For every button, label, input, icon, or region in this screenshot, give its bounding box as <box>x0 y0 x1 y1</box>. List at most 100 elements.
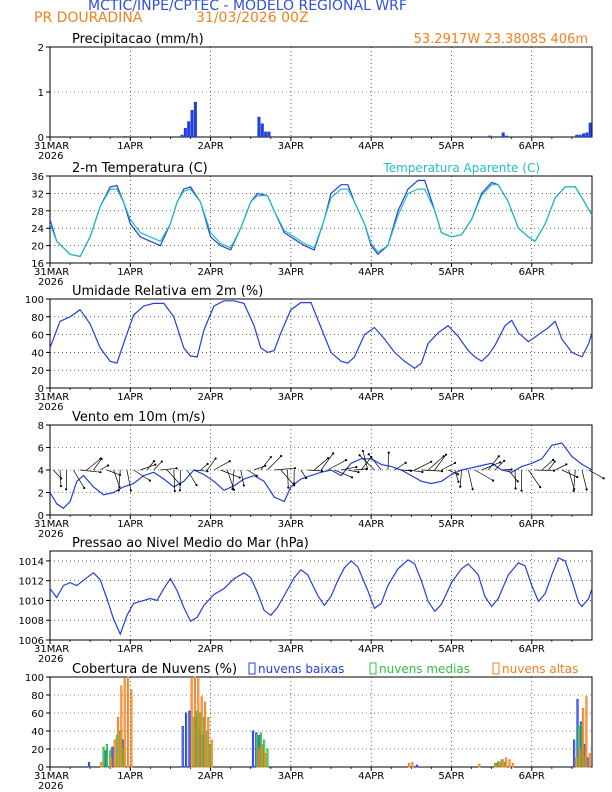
y-tick-label: 16 <box>31 259 44 270</box>
wind-arrow <box>441 462 456 471</box>
wind-arrow-head <box>292 482 296 485</box>
wind-arrow <box>173 469 176 491</box>
wind-arrow <box>213 460 230 471</box>
y-tick-label: 80 <box>31 691 44 702</box>
wind-arrow-head <box>280 454 283 458</box>
wind-arrow <box>354 468 367 471</box>
precip-bar <box>505 135 509 137</box>
wind-arrow <box>193 469 208 472</box>
x-tick-label: 6APR <box>519 392 545 403</box>
y-tick-label: 20 <box>31 745 44 756</box>
y-tick-label: 2 <box>38 43 44 54</box>
precip-bar <box>180 134 184 137</box>
cloud-bar <box>126 676 130 768</box>
cloud-bar <box>184 712 188 768</box>
y-tick-label: 1014 <box>19 557 44 568</box>
y-tick-label: 4 <box>38 466 44 477</box>
wind-arrow-head <box>65 488 68 491</box>
wind-arrow <box>467 469 473 490</box>
cloud-bar <box>100 762 103 768</box>
x-tick-label: 4APR <box>358 267 384 278</box>
wind-arrow <box>541 459 554 471</box>
wind-arrow <box>555 464 567 471</box>
x-tick-label-year: 2026 <box>38 781 63 792</box>
wind-arrow-head <box>160 460 163 463</box>
cloud-bar <box>578 748 581 768</box>
wind-arrow-head <box>100 457 103 460</box>
wind-arrow-head <box>514 487 517 490</box>
y-tick-label: 24 <box>31 224 44 235</box>
wind-arrow <box>359 455 375 471</box>
y-tick-label: 1 <box>38 88 44 99</box>
cloud-bar <box>87 762 91 768</box>
wind-arrow <box>347 469 359 473</box>
wind-arrow-head <box>387 451 390 454</box>
y-tick-label: 32 <box>31 189 44 200</box>
wind-arrow-head <box>344 459 348 462</box>
legend-apparent-temperature: Temperatura Aparente (C) <box>382 161 540 175</box>
wind-arrow <box>459 469 462 487</box>
wind-arrow <box>126 469 132 491</box>
x-tick-label: 2APR <box>197 644 223 655</box>
cloud-bar <box>116 717 120 768</box>
y-tick-label: 40 <box>31 727 44 738</box>
plot-frame <box>49 550 593 641</box>
wind-arrow <box>528 469 541 488</box>
panel-title: Precipitacao (mm/h) <box>72 32 204 47</box>
wind-arrow <box>160 467 177 471</box>
location-label: PR DOURADINA <box>34 10 143 26</box>
y-tick-label: 0 <box>38 133 44 144</box>
panel-title: Vento em 10m (m/s) <box>72 410 205 425</box>
wind-arrow <box>548 461 556 471</box>
x-tick-label: 6APR <box>519 141 545 152</box>
wind-arrow-head <box>552 469 556 472</box>
wind-arrow-head <box>471 488 474 491</box>
cloud-bar <box>585 696 588 768</box>
wind-arrow-head <box>228 460 231 463</box>
wind-arrow-head <box>456 473 460 476</box>
wind-arrow-head <box>585 488 588 491</box>
wind-arrow-head <box>520 489 523 492</box>
precip-bar <box>501 132 505 137</box>
wind-arrow <box>581 469 587 490</box>
cloud-bar <box>113 739 116 768</box>
panel-title: 2-m Temperatura (C) <box>72 161 208 176</box>
wind-arrow <box>394 462 406 471</box>
wind-arrow-head <box>106 464 110 467</box>
wind-arrow-head <box>195 483 198 487</box>
x-tick-label: 31MAR <box>34 771 69 782</box>
wind-arrow-head <box>602 477 605 480</box>
wind-arrow-head <box>404 461 407 464</box>
legend-label: nuvens baixas <box>258 662 344 676</box>
wind-arrow <box>407 469 423 473</box>
wind-arrow-head <box>148 479 151 482</box>
cloud-bar <box>120 685 123 768</box>
wind-arrow <box>474 469 494 481</box>
y-tick-label: 1012 <box>19 577 44 588</box>
wind-arrow-head <box>430 460 433 463</box>
cloud-bar <box>498 762 501 768</box>
wind-arrow <box>427 455 444 471</box>
cloud-bar <box>207 717 210 768</box>
wind-arrow-head <box>152 460 156 463</box>
precip-bar <box>578 134 582 137</box>
wind-arrow <box>387 452 390 471</box>
x-tick-label: 3APR <box>278 519 304 530</box>
wind-arrow <box>320 453 334 471</box>
panel-title: Pressao ao Nivel Medio do Mar (hPa) <box>72 536 309 551</box>
wind-arrow <box>146 460 155 471</box>
x-tick-label: 2APR <box>197 519 223 530</box>
x-tick-label: 1APR <box>117 392 143 403</box>
precip-bar <box>588 122 592 137</box>
wind-arrow <box>314 457 329 471</box>
wind-arrow-head <box>367 453 370 456</box>
wind-arrow <box>327 459 347 471</box>
wind-arrow-head <box>238 476 241 479</box>
wind-arrow <box>307 469 322 472</box>
wind-arrow <box>260 456 272 471</box>
cloud-bar <box>197 678 200 768</box>
date-label: 31/03/2026 00Z <box>196 10 309 26</box>
wind-arrow-head <box>421 470 424 474</box>
cloud-bar <box>505 757 508 768</box>
